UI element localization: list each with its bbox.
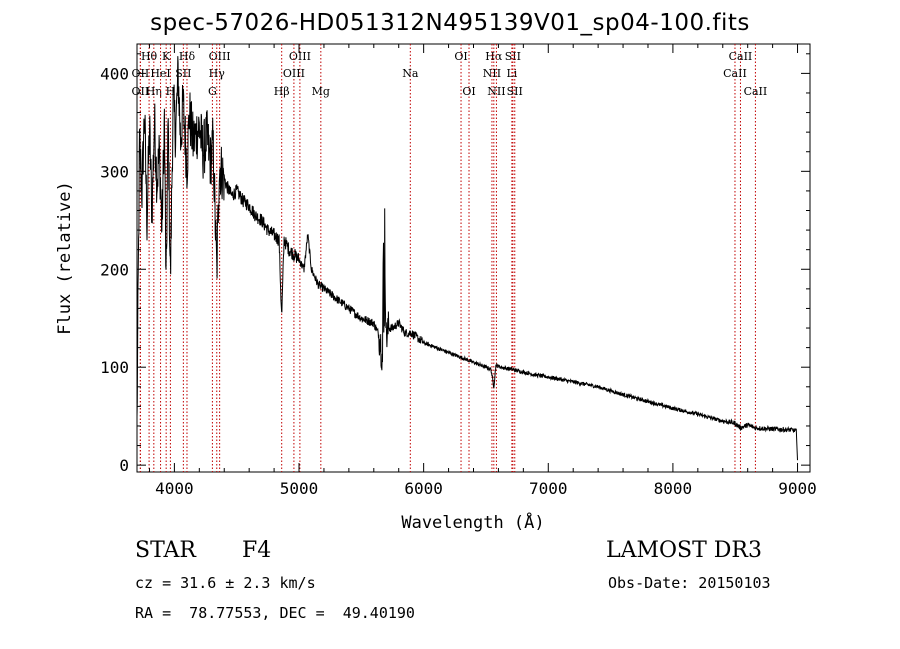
x-tick-label: 7000 [529,479,568,498]
y-tick-label: 200 [100,260,129,279]
spectral-line-label: OIII [283,67,305,80]
spectral-line-label: NII [487,85,505,98]
spectral-line-label: Hβ [274,85,290,98]
spectral-line-label: OII [132,85,150,98]
object-class: STAR [135,538,196,563]
spectral-line-label: Hδ [179,50,196,63]
spectral-line-label: Hη [146,85,162,98]
spectral-line-label: Hγ [209,67,226,80]
spectral-line-label: G [208,85,217,98]
y-tick-label: 100 [100,358,129,377]
x-axis-label: Wavelength (Å) [401,511,544,533]
chart-title: spec-57026-HD051312N495139V01_sp04-100.f… [150,10,750,36]
spectral-line-label: Li [506,67,517,80]
spectral-line-label: K [162,50,171,63]
x-tick-label: 4000 [155,479,194,498]
y-tick-label: 400 [100,64,129,83]
plot-frame [136,43,811,473]
spectral-line-label: SII [507,85,523,98]
spectral-line-label: SII [505,50,521,63]
spectral-line-label: OI [462,85,475,98]
spectral-line-label: OIII [209,50,231,63]
spectral-line-label: Mg [312,85,330,98]
spectral-line-label: OI [454,50,467,63]
spectral-line-label: NII [483,67,501,80]
object-subclass: F4 [242,538,272,563]
x-tick-label: 5000 [280,479,319,498]
x-tick-label: 8000 [654,479,693,498]
spectral-line-label: CaII [744,85,768,98]
spectral-line-label: Na [402,67,419,80]
redshift-cz: cz = 31.6 ± 2.3 km/s [135,574,316,592]
spectral-line-label: OIII [289,50,311,63]
x-tick-label: 9000 [778,479,817,498]
x-tick-label: 6000 [404,479,443,498]
spectrum-series-line [136,56,798,461]
y-tick-label: 300 [100,162,129,181]
spectral-line-label: Hθ [141,50,158,63]
survey-name: LAMOST DR3 [606,538,762,563]
y-tick-label: 0 [119,456,129,475]
coordinates: RA = 78.77553, DEC = 49.40190 [135,604,415,622]
obs-date: Obs-Date: 20150103 [608,574,771,592]
spectral-line-label: CaII [729,50,753,63]
y-axis-label: Flux (relative) [55,181,75,335]
spectral-line-label: Hα [485,50,503,63]
spectral-line-label: CaII [723,67,747,80]
spectral-line-label: HeI [150,67,170,80]
spectral-line-label: H [166,85,176,98]
